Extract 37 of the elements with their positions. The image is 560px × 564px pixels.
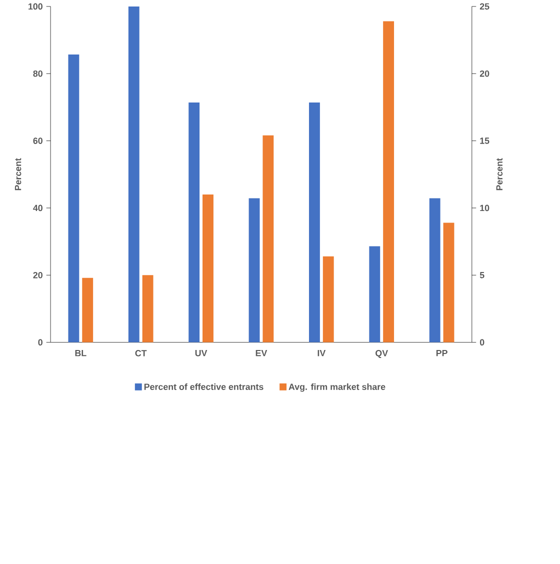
bar — [429, 198, 440, 342]
bar — [322, 256, 334, 342]
y2-axis-title: Percent — [496, 158, 502, 190]
y-tick-label: 20 — [33, 272, 42, 278]
y-tick-label: 40 — [32, 204, 42, 212]
y-axis-title: Percent — [14, 158, 21, 190]
bar — [202, 194, 214, 342]
bar — [248, 198, 260, 342]
y-tick-label: 60 — [33, 138, 42, 144]
bar — [368, 246, 380, 342]
bar — [308, 102, 320, 342]
y-tick-label: 0 — [38, 339, 42, 346]
x-tick-label: UV — [195, 350, 207, 356]
bar — [68, 54, 79, 342]
legend-label: Percent of effective entrants — [144, 383, 264, 390]
y2-tick-label: 5 — [480, 272, 484, 278]
y2-tick-label: 10 — [480, 204, 489, 212]
y2-tick-label: 0 — [480, 339, 484, 346]
x-tick-label: IV — [318, 350, 326, 356]
legend-label: Avg. firm market share — [288, 383, 386, 392]
bar — [142, 275, 154, 342]
bar — [382, 21, 394, 342]
x-tick-label: PP — [436, 350, 448, 356]
x-tick-label: BL — [75, 350, 86, 356]
y2-tick-label: 25 — [480, 3, 490, 10]
bar — [262, 135, 274, 342]
y2-tick-label: 15 — [480, 138, 490, 144]
x-tick-label: QV — [375, 350, 388, 358]
y-tick-label: 100 — [28, 3, 42, 10]
x-tick-label: CT — [135, 350, 146, 356]
x-tick-label: EV — [256, 350, 267, 356]
bar — [188, 102, 200, 342]
bar — [443, 222, 454, 342]
y-tick-label: 80 — [32, 70, 42, 77]
y2-tick-label: 20 — [480, 70, 489, 77]
bar — [128, 6, 140, 342]
bar — [82, 278, 93, 342]
